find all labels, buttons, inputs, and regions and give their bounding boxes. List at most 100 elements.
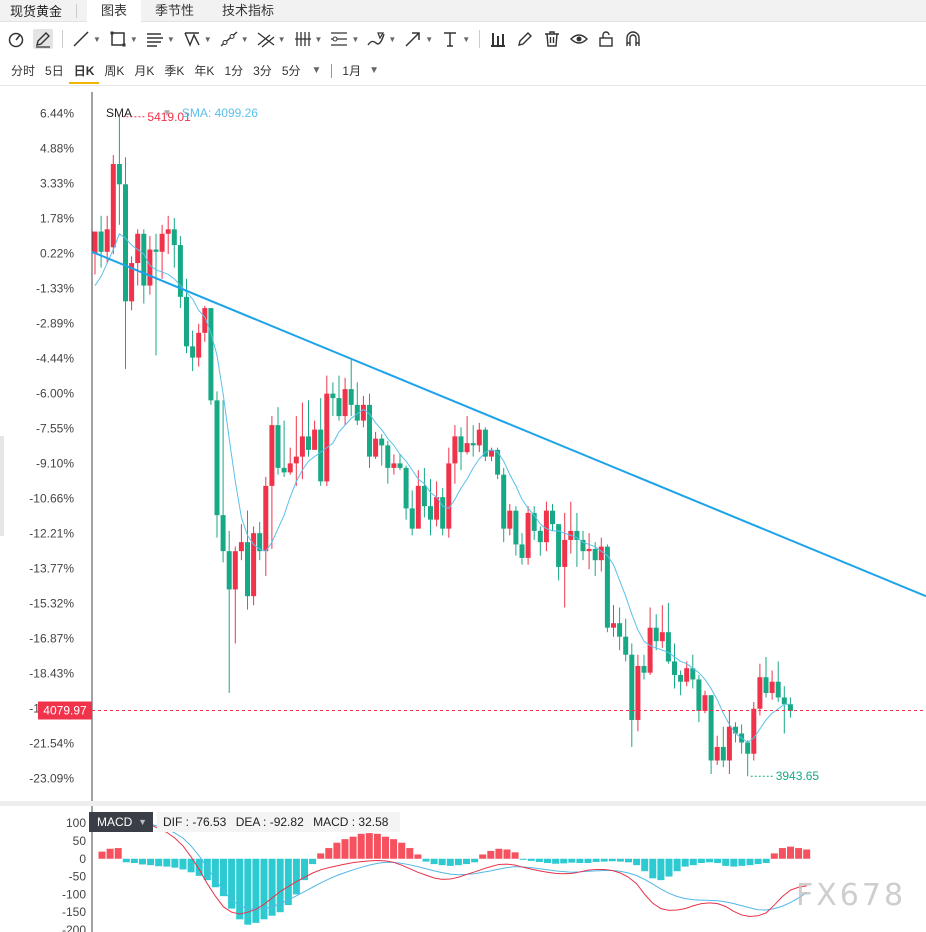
candle-body [659, 632, 665, 642]
candle-body [647, 627, 653, 673]
macd-chart[interactable]: 100 50 0 -50 -100 -150 -200 [0, 806, 926, 932]
candle-body [92, 231, 98, 254]
macd-histogram-bar [139, 858, 146, 865]
candle-body [306, 436, 311, 450]
visibility-button[interactable] [569, 27, 589, 51]
chevron-down-icon: ▼ [138, 817, 147, 827]
candle-body [104, 229, 110, 252]
candle-body [373, 438, 379, 457]
candle-body [452, 436, 458, 464]
candle-body [720, 746, 726, 761]
candle-body [232, 551, 238, 590]
macd-histogram-bar [301, 858, 308, 881]
magnet-button[interactable] [623, 27, 643, 51]
candle-body [385, 445, 391, 468]
candle-body [324, 393, 330, 482]
crossed-lines-tool-button[interactable]: ▼ [256, 27, 286, 51]
text-tool-button[interactable]: ▼ [440, 27, 470, 51]
tab-seasonality[interactable]: 季节性 [155, 2, 195, 18]
y-tick-label: 6.44% [40, 107, 74, 121]
fib-tool-button[interactable]: ▼ [293, 27, 322, 51]
candle-body [123, 184, 128, 302]
macd-histogram-bar [438, 858, 446, 866]
period-daily[interactable]: 日K [68, 58, 100, 84]
macd-histogram-bar [284, 858, 292, 906]
macd-histogram-bar [487, 850, 495, 859]
macd-histogram-bar [430, 858, 438, 865]
y-tick-label: -18.43% [29, 666, 74, 680]
period-quarterly[interactable]: 季K [164, 63, 185, 78]
collapse-handle[interactable] [0, 436, 4, 536]
macd-histogram-bar [398, 842, 406, 859]
period-more-chevron-icon[interactable]: ▼ [311, 65, 322, 76]
period-5min[interactable]: 5分 [281, 63, 301, 78]
candle-body [208, 308, 214, 401]
candle-body [745, 742, 751, 754]
edit-button[interactable] [515, 27, 535, 51]
macd-histogram-bar [657, 858, 665, 881]
lock-button[interactable] [596, 27, 616, 51]
macd-histogram-bar [471, 858, 479, 863]
candle-body [592, 548, 598, 561]
ray-tool-button[interactable]: ▼ [219, 27, 249, 51]
y-tick-label: 1.78% [40, 211, 74, 225]
arrow-tool-button[interactable]: ▼ [403, 27, 433, 51]
chevron-down-icon: ▼ [277, 34, 286, 44]
period-3min[interactable]: 3分 [253, 63, 272, 78]
macd-y-tick-label: 100 [66, 816, 86, 830]
macd-histogram-bar [349, 836, 357, 859]
candle-body [678, 674, 684, 682]
macd-histogram-bar [203, 858, 211, 881]
candle-body [141, 233, 147, 286]
macd-histogram-bar [552, 858, 560, 864]
pencil-button[interactable] [33, 27, 53, 51]
period-intraday[interactable]: 分时 [11, 63, 36, 78]
period-yearly[interactable]: 年K [194, 63, 215, 78]
candle-body [501, 474, 507, 529]
brush-tool-button[interactable]: ▼ [366, 27, 396, 51]
macd-histogram-bar [365, 833, 373, 859]
candle-body [702, 695, 708, 711]
tab-technical-indicators[interactable]: 技术指标 [222, 2, 275, 18]
y-tick-label: -1.33% [36, 281, 74, 295]
period-5day[interactable]: 5日 [45, 63, 64, 78]
chevron-down-icon[interactable]: ▼ [162, 107, 172, 119]
bars-button[interactable] [488, 27, 508, 51]
delete-button[interactable] [542, 27, 562, 51]
macd-histogram-bar [649, 858, 657, 879]
candle-body [641, 665, 647, 673]
candle-body [354, 404, 360, 421]
sma-indicator-name[interactable]: SMA [106, 106, 133, 120]
candle-body [464, 443, 470, 453]
macd-histogram-bar [584, 858, 592, 864]
macd-histogram-bar [697, 858, 705, 864]
candle-body [415, 485, 421, 529]
trendline [91, 250, 926, 598]
period-1min[interactable]: 1分 [224, 63, 244, 78]
candle-body [403, 467, 409, 509]
macd-histogram-bar [228, 858, 236, 909]
chevron-down-icon: ▼ [166, 34, 175, 44]
period-monthly[interactable]: 月K [134, 63, 155, 78]
pattern-tool-button[interactable]: ▼ [182, 27, 212, 51]
top-bar: 现货黄金 图表 季节性 技术指标 [0, 0, 926, 22]
reset-view-button[interactable] [6, 27, 26, 51]
tab-chart[interactable]: 图表 [87, 0, 142, 22]
candle-body [129, 263, 135, 302]
period-weekly[interactable]: 周K [104, 63, 125, 78]
line-tool-button[interactable]: ▼ [71, 27, 101, 51]
macd-histogram-bar [171, 858, 179, 868]
macd-histogram-bar [463, 858, 470, 865]
parallel-lines-tool-button[interactable]: ▼ [145, 27, 175, 51]
trash-icon [545, 31, 560, 47]
macd-y-tick-label: -50 [69, 870, 87, 884]
pane-divider[interactable] [0, 801, 926, 806]
macd-indicator-button[interactable]: MACD ▼ [89, 812, 153, 832]
y-tick-label: -13.77% [29, 561, 74, 575]
rectangle-tool-button[interactable]: ▼ [108, 27, 138, 51]
macd-histogram-bar [114, 848, 122, 859]
channel-tool-button[interactable]: ▼ [329, 27, 359, 51]
candlestick-chart[interactable]: 6.44% 4.88% 3.33% 1.78% 0.22% -1.33% -2.89% -4.… [0, 92, 926, 801]
macd-histogram-bar [665, 858, 673, 877]
range-selector[interactable]: 1月 ▼ [342, 62, 379, 79]
